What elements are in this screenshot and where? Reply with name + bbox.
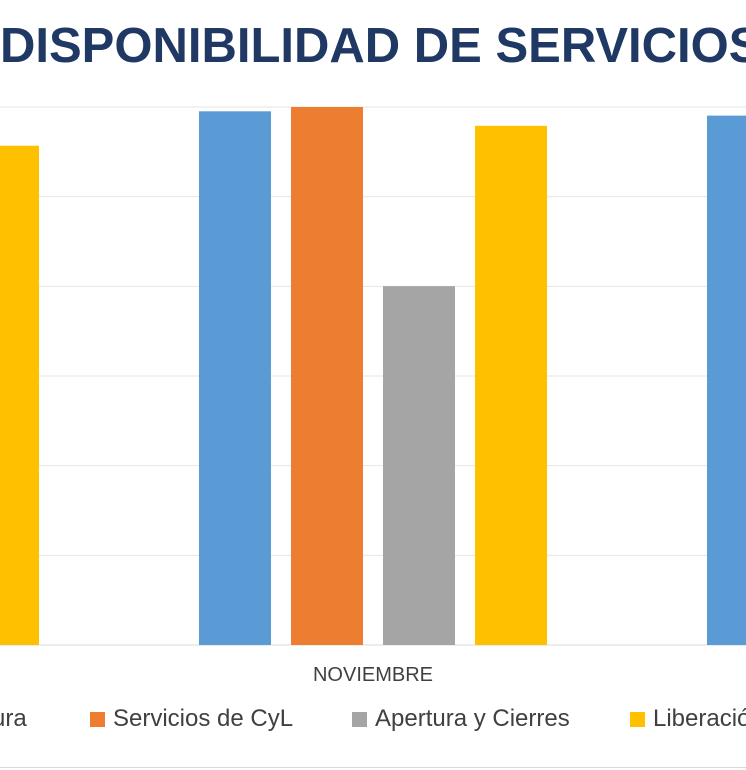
- chart-border: [0, 767, 746, 768]
- bar-servicios-de-cyl: [291, 107, 363, 645]
- legend-swatch: [90, 711, 105, 727]
- bar-infraestructura: [199, 111, 271, 645]
- bar-liberacion-partial-left: [0, 145, 39, 645]
- chart-title: DISPONIBILIDAD DE SERVICIOS: [0, 19, 746, 73]
- category-label: NOVIEMBRE: [312, 664, 434, 686]
- legend-item-apertura: Apertura y Cierres: [352, 705, 570, 733]
- legend-label: Apertura y Cierres: [375, 705, 570, 732]
- legend-label: ura: [0, 705, 27, 732]
- legend-swatch: [630, 711, 645, 727]
- legend-label: Liberació: [653, 705, 746, 732]
- legend-item-liberacion: Liberació: [630, 705, 746, 733]
- legend: ura Servicios de CyL Apertura y Cierres …: [0, 705, 746, 741]
- legend-item-infraestructura: ura: [0, 705, 27, 733]
- bar-infraestructura-partial-right: [707, 115, 746, 645]
- legend-item-servicios: Servicios de CyL: [90, 705, 293, 733]
- legend-label: Servicios de CyL: [113, 705, 294, 732]
- bar-liberaci-n: [475, 125, 547, 645]
- bar-apertura-y-cierres: [383, 286, 455, 645]
- legend-swatch: [352, 711, 367, 727]
